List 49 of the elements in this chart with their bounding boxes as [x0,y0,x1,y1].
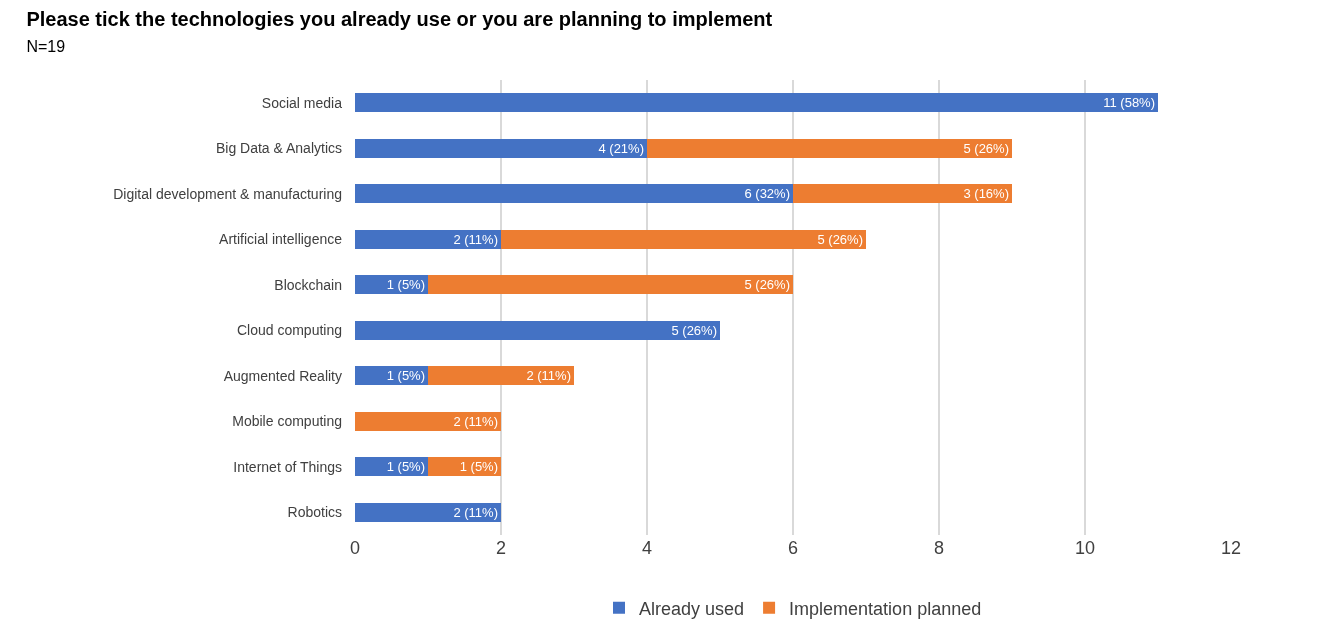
x-tick-label: 10 [1074,538,1096,558]
x-tick-label: 4 [641,538,653,558]
bar [355,138,647,158]
x-tick-label: 8 [933,538,945,558]
data-label: 1 (5%) [386,277,425,293]
data-label: 1 (5%) [386,459,425,475]
bar [355,502,501,522]
data-label: 3 (16%) [963,186,1009,202]
legend-label: Already used [639,598,745,619]
bar [428,275,793,295]
data-label: 4 (21%) [598,140,644,156]
bar [355,229,501,249]
data-label: 2 (11%) [453,231,498,247]
x-tick-label: 12 [1220,538,1242,558]
data-label: 2 (11%) [453,504,498,520]
x-tick-label: 6 [787,538,799,558]
y-tick-label: Robotics [287,504,342,521]
data-label: 11 (58%) [1103,95,1155,111]
y-tick-label: Cloud computing [236,322,342,339]
chart-title: Please tick the technologies you already use or you are planning to implement [26,7,773,30]
data-label: 2 (11%) [453,413,498,429]
y-tick-label: Social media [261,94,343,111]
bar [428,366,574,386]
bar [355,184,793,204]
legend-label: Implementation planned [789,598,982,619]
y-tick-label: Mobile computing [232,413,342,430]
bar [647,138,1012,158]
y-tick-label: Augmented Reality [223,367,342,384]
bar [355,411,501,431]
data-label: 2 (11%) [526,368,571,384]
y-tick-label: Blockchain [274,276,342,293]
data-label: 5 (26%) [963,140,1009,156]
x-tick-label: 0 [349,538,361,558]
data-label: 6 (32%) [744,186,790,202]
text: N=19 [26,37,66,55]
data-label: 1 (5%) [386,368,425,384]
data-label: 1 (5%) [459,459,498,475]
bar [793,184,1012,204]
y-tick-label: Big Data & Analytics [215,140,342,157]
bar [355,320,720,340]
bar [501,229,866,249]
x-tick-label: 2 [495,538,507,558]
y-tick-label: Internet of Things [233,458,342,475]
y-tick-label: Digital development & manufacturing [113,185,342,202]
data-label: 5 (26%) [744,277,790,293]
y-tick-label: Artificial intelligence [219,231,343,248]
data-label: 5 (26%) [817,231,863,247]
data-label: 5 (26%) [671,322,717,338]
bar [355,93,1158,113]
